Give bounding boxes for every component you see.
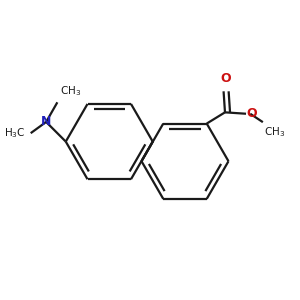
Text: O: O — [247, 107, 257, 120]
Text: N: N — [41, 116, 51, 128]
Text: CH$_3$: CH$_3$ — [264, 125, 286, 139]
Text: H$_3$C: H$_3$C — [4, 126, 25, 140]
Text: O: O — [220, 72, 231, 85]
Text: CH$_3$: CH$_3$ — [60, 84, 81, 98]
